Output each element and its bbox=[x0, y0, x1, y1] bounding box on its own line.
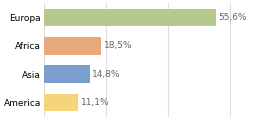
Text: 14,8%: 14,8% bbox=[92, 70, 121, 79]
Text: 11,1%: 11,1% bbox=[81, 98, 109, 107]
Text: 18,5%: 18,5% bbox=[104, 41, 132, 50]
Bar bbox=[44, 9, 216, 26]
Bar bbox=[44, 37, 101, 55]
Bar bbox=[44, 65, 90, 83]
Bar bbox=[44, 94, 78, 111]
Text: 55,6%: 55,6% bbox=[219, 13, 248, 22]
